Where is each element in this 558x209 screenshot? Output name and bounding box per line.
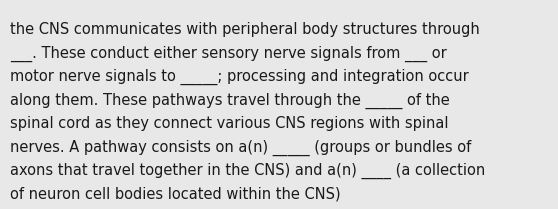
Text: motor nerve signals to _____; processing and integration occur: motor nerve signals to _____; processing… bbox=[10, 69, 469, 85]
Text: nerves. A pathway consists on a(n) _____ (groups or bundles of: nerves. A pathway consists on a(n) _____… bbox=[10, 139, 472, 156]
Text: axons that travel together in the CNS) and a(n) ____ (a collection: axons that travel together in the CNS) a… bbox=[10, 163, 485, 179]
Text: ___. These conduct either sensory nerve signals from ___ or: ___. These conduct either sensory nerve … bbox=[10, 46, 447, 62]
Text: along them. These pathways travel through the _____ of the: along them. These pathways travel throug… bbox=[10, 93, 450, 109]
Text: of neuron cell bodies located within the CNS): of neuron cell bodies located within the… bbox=[10, 186, 340, 201]
Text: spinal cord as they connect various CNS regions with spinal: spinal cord as they connect various CNS … bbox=[10, 116, 449, 131]
Text: the CNS communicates with peripheral body structures through: the CNS communicates with peripheral bod… bbox=[10, 22, 480, 37]
